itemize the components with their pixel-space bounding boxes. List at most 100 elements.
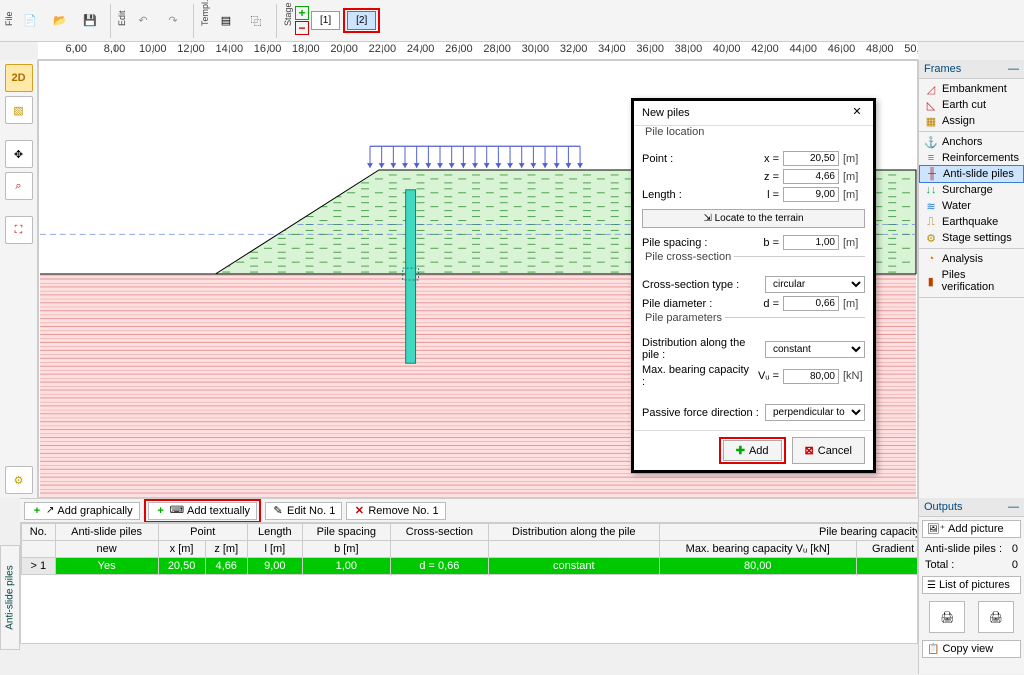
copy-button[interactable]: ⿻ <box>242 4 270 38</box>
add-textually-button[interactable]: +⌨ Add textually <box>148 502 257 520</box>
frame-icon: ⚙ <box>924 232 938 244</box>
frame-icon: ╫ <box>925 168 939 180</box>
open-file-button[interactable]: 📂 <box>46 4 74 38</box>
frames-minimize-icon[interactable]: — <box>1008 63 1019 75</box>
outputs-panel: Outputs— 🖼⁺ Add picture Anti-slide piles… <box>918 498 1024 674</box>
outputs-minimize-icon[interactable]: — <box>1008 501 1019 513</box>
frame-icon: ▮ <box>924 275 938 287</box>
stage-tab-1[interactable]: [1] <box>311 11 340 30</box>
template-button[interactable]: ▤ <box>212 4 240 38</box>
frame-icon: ≡ <box>924 152 938 164</box>
frame-icon: ◺ <box>924 99 938 111</box>
highlight-stage-2: [2] <box>343 8 380 33</box>
save-file-button[interactable]: 💾 <box>76 4 104 38</box>
frame-label: Earthquake <box>942 216 998 228</box>
table-row[interactable]: > 1Yes20,504,669,001,00d = 0,66constant8… <box>22 558 919 575</box>
outputs-header: Outputs— <box>919 498 1024 517</box>
new-file-button[interactable]: 📄 <box>16 4 44 38</box>
undo-button[interactable]: ↶ <box>129 4 157 38</box>
frame-label: Assign <box>942 115 975 127</box>
output-count-row: Total :0 <box>919 557 1024 573</box>
view-3d-button[interactable]: ▧ <box>5 96 33 124</box>
section-cross-section: Pile cross-section <box>642 251 734 263</box>
templ-label: Templ... <box>200 16 210 26</box>
frame-item-anchors[interactable]: ⚓ Anchors <box>919 134 1024 150</box>
zoom-window-button[interactable]: ⌕ <box>5 172 33 200</box>
frame-item-anti-slide-piles[interactable]: ╫Anti-slide piles <box>919 165 1024 183</box>
frame-label: Piles verification <box>942 269 1019 293</box>
output-count-row: Anti-slide piles :0 <box>919 541 1024 557</box>
locate-terrain-button[interactable]: ⇲ Locate to the terrain <box>642 209 865 228</box>
stage-tab-2[interactable]: [2] <box>347 11 376 30</box>
top-toolbar: File 📄 📂 💾 Edit ↶ ↷ Templ... ▤ ⿻ Stage +… <box>0 0 1024 42</box>
print-button-1[interactable]: 🖨 <box>929 601 965 633</box>
highlight-add-button: ✚Add <box>719 437 786 464</box>
frame-icon: ◿ <box>924 83 938 95</box>
add-graphically-button[interactable]: +↗ Add graphically <box>24 502 140 520</box>
frame-item-analysis[interactable]: ◔ Analysis <box>919 251 1024 267</box>
fit-view-button[interactable]: ⛶ <box>5 216 33 244</box>
redo-button[interactable]: ↷ <box>159 4 187 38</box>
dialog-add-button[interactable]: ✚Add <box>723 440 782 461</box>
section-pile-params: Pile parameters <box>642 312 725 324</box>
view-2d-button[interactable]: 2D <box>5 64 33 92</box>
select-pfd[interactable]: perpendicular to pile <box>765 404 865 421</box>
frame-label: Embankment <box>942 83 1007 95</box>
input-z[interactable] <box>783 169 839 184</box>
dialog-cancel-button[interactable]: ⊠Cancel <box>792 437 865 464</box>
frame-item-surcharge[interactable]: ↓↓Surcharge <box>919 182 1024 198</box>
frame-icon: ◔ <box>924 253 938 265</box>
stage-add-icon[interactable]: + <box>295 6 309 20</box>
dialog-title: New piles <box>642 107 690 119</box>
frame-label: Analysis <box>942 253 983 265</box>
select-cstype[interactable]: circular <box>765 276 865 293</box>
input-x[interactable] <box>783 151 839 166</box>
frame-icon: ≋ <box>924 200 938 212</box>
settings-gear-button[interactable]: ⚙ <box>5 466 33 494</box>
frame-label: Anchors <box>942 136 982 148</box>
input-b[interactable] <box>783 235 839 250</box>
dialog-close-icon[interactable]: ✕ <box>849 105 865 121</box>
print-button-2[interactable]: 🖨 <box>978 601 1014 633</box>
frame-label: Earth cut <box>942 99 986 111</box>
stage-add-remove: + − <box>295 6 309 35</box>
frame-label: Reinforcements <box>942 152 1019 164</box>
frame-item-reinforcements[interactable]: ≡ Reinforcements <box>919 150 1024 166</box>
piles-table-wrap: No.Anti-slide pilesPointLengthPile spaci… <box>20 522 918 644</box>
remove-no1-button[interactable]: ✕Remove No. 1 <box>346 502 445 520</box>
frame-icon: ↓↓ <box>924 184 938 196</box>
edit-label: Edit <box>117 16 127 26</box>
frame-item-piles-verification[interactable]: ▮ Piles verification <box>919 267 1024 295</box>
vertical-tab-piles[interactable]: Anti-slide piles <box>0 545 20 650</box>
input-d[interactable] <box>783 296 839 311</box>
section-pile-location: Pile location <box>642 126 707 138</box>
input-l[interactable] <box>783 187 839 202</box>
ruler: 6,008,0010,0012,0014,0016,0018,0020,0022… <box>38 42 918 60</box>
piles-table: No.Anti-slide pilesPointLengthPile spaci… <box>21 523 918 575</box>
frame-label: Stage settings <box>942 232 1012 244</box>
bottom-toolbar: +↗ Add graphically +⌨ Add textually ✎Edi… <box>20 498 918 522</box>
select-dist[interactable]: constant <box>765 341 865 358</box>
frame-item-water[interactable]: ≋ Water <box>919 198 1024 214</box>
stage-label: Stage <box>283 16 293 26</box>
highlight-add-textually: +⌨ Add textually <box>144 499 261 523</box>
frame-icon: ▦ <box>924 115 938 127</box>
frame-icon: ⎍ <box>924 216 938 228</box>
frame-item-assign[interactable]: ▦ Assign <box>919 113 1024 129</box>
frame-icon: ⚓ <box>924 136 938 148</box>
frame-item-earthquake[interactable]: ⎍ Earthquake <box>919 214 1024 230</box>
list-pictures-button[interactable]: ☰ List of pictures <box>922 576 1021 594</box>
edit-no1-button[interactable]: ✎Edit No. 1 <box>265 502 342 520</box>
pan-button[interactable]: ✥ <box>5 140 33 168</box>
copy-view-button[interactable]: 📋 Copy view <box>922 640 1021 658</box>
input-vu[interactable] <box>783 369 839 384</box>
stage-remove-icon[interactable]: − <box>295 21 309 35</box>
frames-panel: Frames — ◿Embankment◺Earth cut▦Assign⚓An… <box>918 60 1024 498</box>
add-picture-button[interactable]: 🖼⁺ Add picture <box>922 520 1021 538</box>
frame-label: Water <box>942 200 971 212</box>
frame-item-earth-cut[interactable]: ◺ Earth cut <box>919 97 1024 113</box>
frame-item-embankment[interactable]: ◿ Embankment <box>919 81 1024 97</box>
new-piles-dialog: New piles ✕ Pile location Point :x =[m] … <box>631 98 876 473</box>
file-label: File <box>4 16 14 26</box>
frame-item-stage-settings[interactable]: ⚙ Stage settings <box>919 230 1024 246</box>
